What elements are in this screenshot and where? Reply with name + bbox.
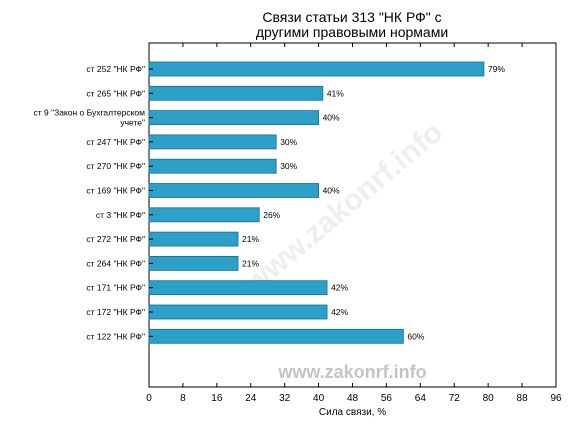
bar xyxy=(148,207,260,223)
category-label: ст 3 "НК РФ" xyxy=(96,210,145,220)
x-tick-label: 32 xyxy=(279,393,291,404)
x-tick-label: 72 xyxy=(449,393,461,404)
category-label: ст 265 "НК РФ" xyxy=(86,88,145,98)
value-label: 42% xyxy=(331,307,348,317)
category-label: ст 169 "НК РФ" xyxy=(86,186,145,196)
category-labels: ст 252 "НК РФ" ст 265 "НК РФ" ст 9 "Закон … xyxy=(33,64,145,341)
category-label: ст 171 "НК РФ" xyxy=(86,283,145,293)
x-tick-label: 80 xyxy=(483,393,495,404)
value-label: 40% xyxy=(323,113,340,123)
bars-group xyxy=(148,61,485,344)
chart-title-line: другими правовыми нормами xyxy=(256,24,448,40)
value-label: 40% xyxy=(323,186,340,196)
x-tick-label: 0 xyxy=(146,393,152,404)
value-label: 30% xyxy=(280,161,297,171)
bar xyxy=(148,158,277,174)
chart-title-line: Связи статьи 313 "НК РФ" с xyxy=(262,9,441,25)
category-label: ст 252 "НК РФ" xyxy=(86,64,145,74)
x-tick-label: 96 xyxy=(550,393,562,404)
value-label: 42% xyxy=(331,283,348,293)
category-label: ст 9 "Закон о Бухгалтерском xyxy=(33,108,145,118)
x-axis: 0 8 16 24 32 40 48 56 64 72 80 88 96 xyxy=(146,43,562,404)
value-label: 21% xyxy=(242,234,259,244)
x-tick-label: 64 xyxy=(415,393,427,404)
bar xyxy=(148,280,328,296)
category-label: ст 172 "НК РФ" xyxy=(86,307,145,317)
x-tick-label: 40 xyxy=(313,393,325,404)
value-labels: 79% 41% 40% 30% 30% 40% 26% 21% 21% 42% 42% 60% xyxy=(242,64,505,341)
category-label: ст 247 "НК РФ" xyxy=(86,137,145,147)
x-tick-label: 88 xyxy=(517,393,529,404)
bar xyxy=(148,255,239,271)
bar xyxy=(148,304,328,320)
bar xyxy=(148,61,485,77)
bar xyxy=(148,183,319,198)
watermark: www.zakonrf.info xyxy=(277,362,426,382)
bar xyxy=(148,110,319,125)
bar xyxy=(148,231,239,247)
value-label: 30% xyxy=(280,137,297,147)
value-label: 26% xyxy=(263,210,280,220)
bar xyxy=(148,134,277,150)
x-tick-label: 48 xyxy=(347,393,359,404)
x-tick-label: 24 xyxy=(245,393,257,404)
x-tick-label: 56 xyxy=(381,393,393,404)
category-label: ст 264 "НК РФ" xyxy=(86,258,145,268)
x-tick-label: 8 xyxy=(180,393,186,404)
category-label: ст 270 "НК РФ" xyxy=(86,161,145,171)
value-label: 21% xyxy=(242,258,259,268)
value-label: 79% xyxy=(488,64,505,74)
value-label: 41% xyxy=(327,88,344,98)
bar xyxy=(148,85,324,101)
x-tick-label: 16 xyxy=(211,393,223,404)
x-axis-title: Сила связи, % xyxy=(319,407,386,418)
category-label: ст 272 "НК РФ" xyxy=(86,234,145,244)
value-label: 60% xyxy=(407,331,424,341)
category-label: учете" xyxy=(120,118,145,128)
bar xyxy=(148,328,404,344)
category-label: ст 122 "НК РФ" xyxy=(86,331,145,341)
